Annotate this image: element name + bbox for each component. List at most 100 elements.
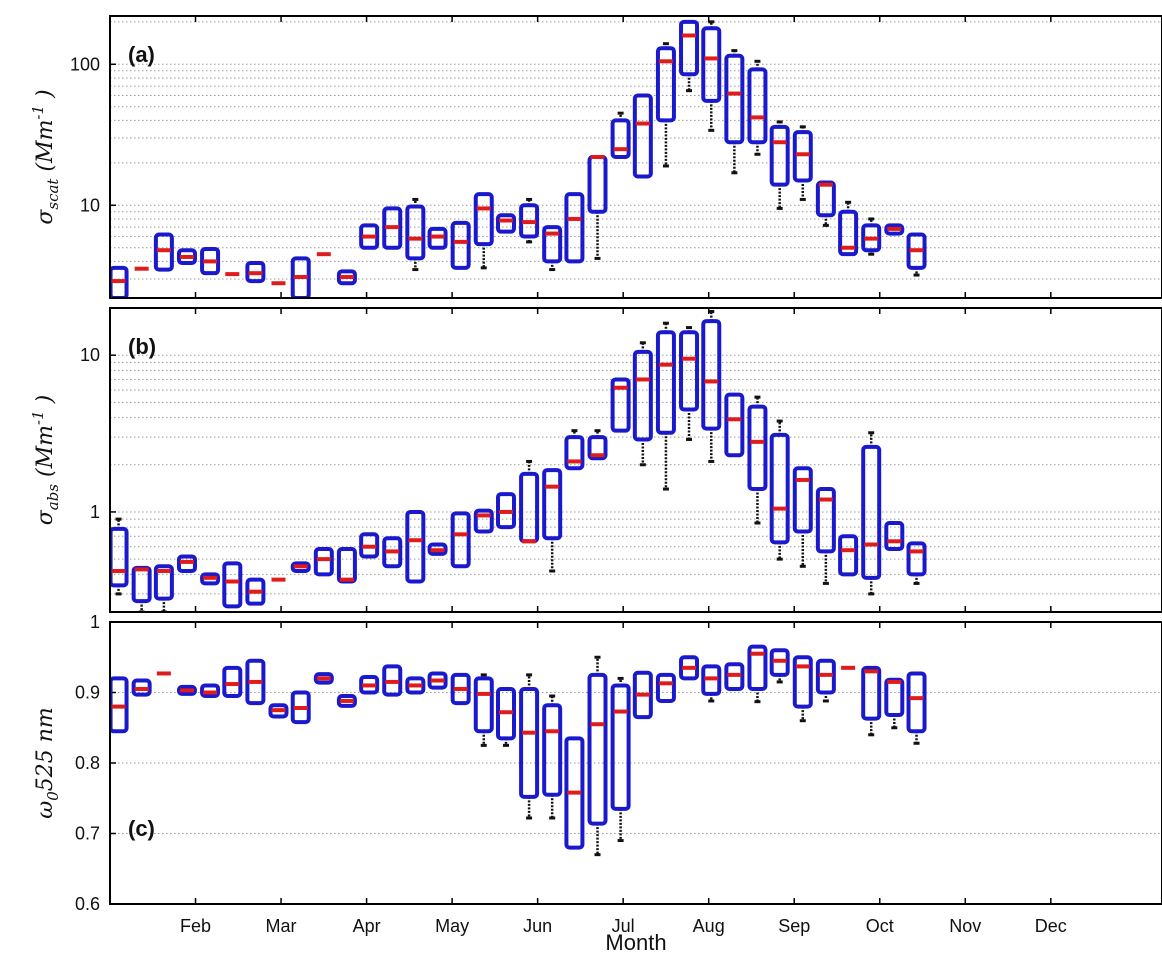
box: [747, 404, 768, 492]
box-group: [564, 192, 585, 264]
box-group: [906, 232, 927, 277]
box-marks: [110, 309, 927, 612]
box: [313, 547, 334, 577]
box: [405, 509, 426, 584]
box: [815, 658, 836, 695]
box: [382, 206, 403, 250]
y-axis-label: ω0525 nm: [33, 707, 62, 819]
box: [153, 232, 174, 272]
box-group: [131, 678, 152, 697]
box-group: [359, 532, 380, 559]
box: [473, 192, 494, 247]
box-group: [245, 260, 266, 284]
y-tick-label: 1: [90, 612, 100, 632]
box: [792, 466, 813, 534]
box: [632, 349, 653, 442]
box: [769, 124, 790, 187]
y-tick-label: 0.7: [75, 824, 100, 844]
y-tick-label: 0.6: [75, 894, 100, 914]
box: [564, 736, 585, 850]
box: [679, 655, 700, 681]
y-axis-label: σscat (Mm-1 ): [29, 89, 62, 224]
box: [884, 223, 905, 236]
box: [587, 435, 608, 461]
box-group: [268, 703, 289, 719]
box: [701, 26, 722, 103]
box: [747, 67, 768, 145]
box: [610, 118, 631, 159]
box: [176, 554, 197, 574]
box-group: [679, 19, 700, 93]
box-group: [747, 644, 768, 704]
box: [542, 703, 563, 797]
box: [359, 674, 380, 695]
box-group: [769, 419, 790, 561]
box-group: [838, 534, 859, 577]
box: [359, 532, 380, 559]
box: [495, 213, 516, 234]
box-group: [222, 665, 243, 699]
box-marks: [110, 19, 927, 298]
gridlines: [110, 21, 1162, 280]
box-group: [473, 192, 494, 270]
y-label-subscript: 0: [44, 791, 62, 801]
box: [222, 665, 243, 699]
box-group: [838, 200, 859, 257]
x-tick-label: Oct: [866, 916, 894, 936]
box-group: [176, 554, 197, 574]
box: [495, 492, 516, 530]
box-group: [861, 665, 882, 737]
box-group: [176, 248, 197, 265]
box: [610, 377, 631, 433]
box-group: [110, 517, 129, 596]
panel-a: 10 100 (a) σscat (Mm-1 ): [29, 15, 1162, 299]
box: [110, 526, 129, 588]
box: [838, 534, 859, 577]
x-tick-label: Apr: [353, 916, 381, 936]
box: [701, 319, 722, 431]
box: [290, 690, 311, 725]
box-group: [200, 683, 221, 699]
box: [473, 676, 494, 734]
box: [290, 561, 311, 574]
box: [427, 671, 448, 690]
axes-frame: [109, 15, 1162, 299]
box-group: [110, 265, 129, 298]
box-group: [473, 673, 494, 747]
box: [724, 662, 745, 691]
x-tick-label: May: [435, 916, 469, 936]
box: [405, 204, 426, 261]
box: [542, 225, 563, 264]
y-label-subscript: abs: [44, 484, 62, 511]
box-group: [632, 670, 653, 720]
box: [200, 246, 221, 276]
x-tick-label: Jun: [523, 916, 552, 936]
box-group: [792, 655, 813, 723]
y-label-unit-close: ): [33, 89, 58, 105]
panel-label: (b): [128, 334, 156, 359]
box: [336, 694, 357, 708]
box: [427, 226, 448, 250]
box: [861, 223, 882, 253]
box-group: [450, 511, 471, 569]
box: [724, 53, 745, 145]
box: [861, 444, 882, 580]
box: [884, 521, 905, 552]
box-group: [610, 111, 631, 159]
box-group: [701, 664, 722, 703]
box: [564, 435, 585, 471]
box-group: [861, 431, 882, 596]
box-group: [336, 547, 357, 584]
box-group: [542, 225, 563, 272]
box: [245, 260, 266, 284]
box-group: [290, 561, 311, 574]
box-group: [450, 672, 471, 706]
box-group: [587, 429, 608, 461]
box: [769, 432, 790, 545]
y-label-symbol: σ: [33, 509, 58, 525]
box-group: [724, 392, 745, 458]
y-label-unit: (Mm: [33, 425, 58, 484]
y-tick-label: 10: [80, 195, 100, 215]
gridlines: [110, 692, 1162, 834]
box-group: [519, 673, 540, 820]
